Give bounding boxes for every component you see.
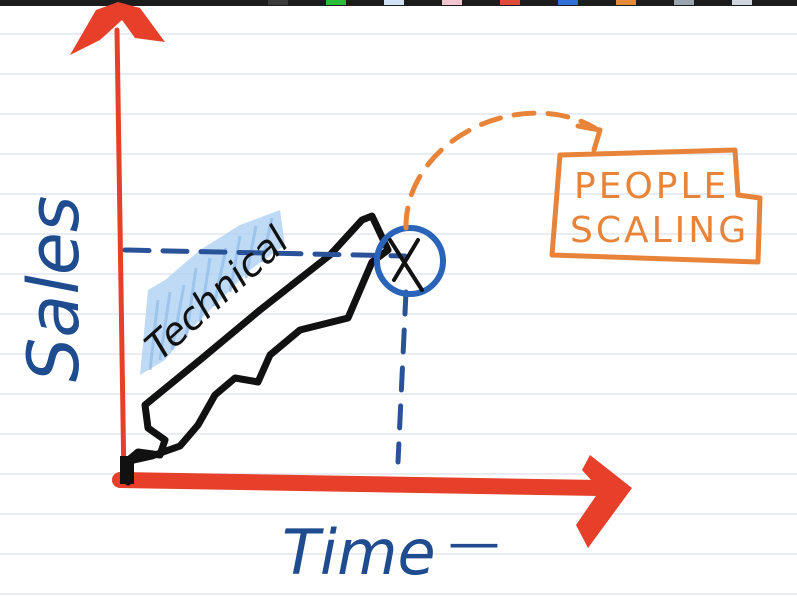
toolbar-swatch[interactable] — [558, 0, 578, 5]
x-axis-arrowhead — [576, 455, 632, 548]
callout-dashed-arc — [403, 110, 598, 231]
top-toolbar-strip — [0, 0, 797, 6]
intersection-marker-x — [388, 238, 424, 292]
x-axis-label-suffix: — — [448, 513, 500, 573]
origin-mark — [120, 456, 134, 484]
toolbar-swatch[interactable] — [674, 0, 694, 5]
callout-arrowhead — [575, 123, 603, 153]
x-axis-label: Time — [282, 516, 436, 589]
technical-curve-outline — [122, 212, 392, 486]
callout-text-line2: SCALING — [570, 210, 749, 251]
toolbar-swatch[interactable] — [268, 0, 288, 5]
toolbar-swatch[interactable] — [326, 0, 346, 5]
y-axis-label: Sales — [13, 196, 95, 382]
x-axis-line — [112, 472, 608, 496]
intersection-marker-circle — [374, 225, 446, 297]
toolbar-swatch[interactable] — [500, 0, 520, 5]
horizontal-dashed-guide — [122, 247, 408, 259]
toolbar-swatch[interactable] — [616, 0, 636, 5]
toolbar-swatch[interactable] — [384, 0, 404, 5]
callout-text-line1: PEOPLE — [574, 166, 729, 207]
toolbar-swatch[interactable] — [442, 0, 462, 5]
vertical-dashed-guide — [395, 289, 409, 465]
y-axis-line — [114, 27, 127, 485]
shading-hatch — [148, 217, 274, 371]
callout-box — [549, 147, 763, 265]
y-axis-arrowhead — [70, 2, 165, 55]
toolbar-swatch[interactable] — [732, 0, 752, 5]
ruled-lines — [0, 33, 797, 595]
